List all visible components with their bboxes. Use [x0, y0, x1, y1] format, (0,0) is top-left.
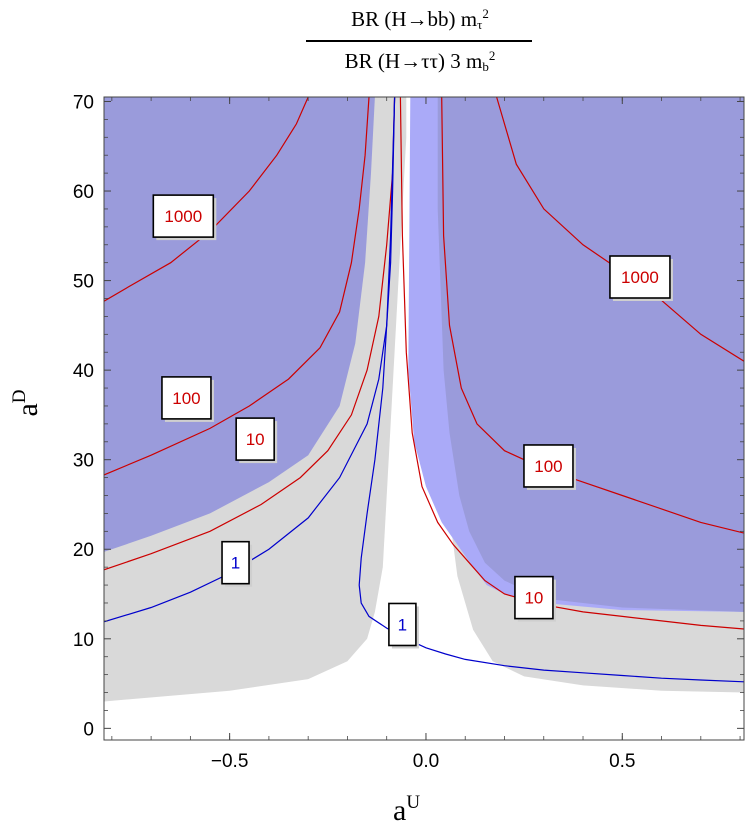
y-axis-label-sup: D [9, 389, 30, 404]
title-numerator-sub: τ [477, 17, 483, 32]
region-4 [437, 97, 744, 612]
chart-title-denominator: BR (H→ττ) 3 mb2 [200, 48, 640, 75]
chart-title-numerator: BR (H→bb) mτ2 [200, 6, 640, 33]
contour-line-100-1 [104, 97, 370, 476]
contour-label-10: 10 [514, 575, 556, 622]
title-numerator-text: BR (H→bb) m [351, 7, 478, 31]
title-denominator-text: BR (H→ττ) 3 m [344, 49, 483, 73]
x-axis-label: aU [393, 792, 420, 828]
contour-label-text: 100 [534, 457, 562, 476]
contour-label-10: 10 [235, 417, 278, 464]
contour-label-box [388, 602, 417, 647]
contour-line-1-3 [104, 97, 396, 623]
contour-label-box [235, 417, 275, 461]
contour-label-100: 100 [161, 376, 214, 422]
x-tick-label: 0.5 [609, 751, 635, 772]
title-denominator-sup: 2 [488, 48, 496, 63]
y-tick-label: 10 [73, 630, 94, 651]
contour-label-box [221, 540, 250, 585]
contour-label-1000: 1000 [152, 194, 217, 241]
contour-label-1000: 1000 [609, 255, 673, 302]
contour-label-text: 10 [246, 430, 265, 449]
title-numerator-sup: 2 [482, 6, 489, 21]
contour-label-text: 10 [524, 589, 543, 608]
contour-label-text: 1000 [164, 207, 202, 226]
y-tick-label: 70 [73, 92, 94, 113]
contour-label-text: 100 [172, 389, 200, 408]
contour-label-text: 1 [398, 615, 407, 634]
title-denominator-sub: b [482, 59, 489, 74]
contour-lines-layer [104, 97, 744, 683]
x-tick-label: −0.5 [211, 751, 249, 772]
x-axis-label-base: a [393, 794, 407, 827]
contour-line-10-2 [104, 97, 396, 571]
y-tick-label: 60 [73, 182, 94, 203]
contour-label-box [152, 194, 215, 238]
contour-line-10-5 [399, 97, 744, 630]
contour-label-1: 1 [221, 540, 253, 587]
y-tick-label: 50 [73, 272, 94, 293]
contour-label-box [514, 575, 554, 620]
contour-label-1: 1 [388, 602, 419, 649]
contour-label-text: 1000 [621, 268, 659, 287]
contour-line-1000-0 [104, 97, 309, 302]
x-tick-label: 0.0 [413, 751, 439, 772]
axis-ticks: −0.5 0.0 0.5 0 10 20 30 40 50 60 70 [73, 92, 744, 772]
contour-line-1000-7 [496, 97, 744, 362]
y-tick-label: 20 [73, 540, 94, 561]
y-tick-label: 30 [73, 451, 94, 472]
contour-label-box [161, 376, 212, 420]
contour-label-box [523, 444, 574, 488]
title-fraction-bar [306, 40, 532, 42]
y-tick-label: 0 [83, 719, 94, 740]
regions-layer [104, 97, 744, 720]
y-axis-label: aD [9, 358, 45, 448]
contour-label-text: 1 [231, 554, 240, 573]
contour-label-100: 100 [523, 444, 576, 490]
contour-labels-layer: 1000 100 10 1 1 10 100 1000 [152, 194, 673, 649]
y-axis-label-base: a [11, 403, 44, 417]
y-tick-label: 40 [73, 361, 94, 382]
x-axis-label-sup: U [406, 792, 421, 813]
plot-frame [103, 96, 745, 741]
contour-label-box [609, 255, 671, 299]
